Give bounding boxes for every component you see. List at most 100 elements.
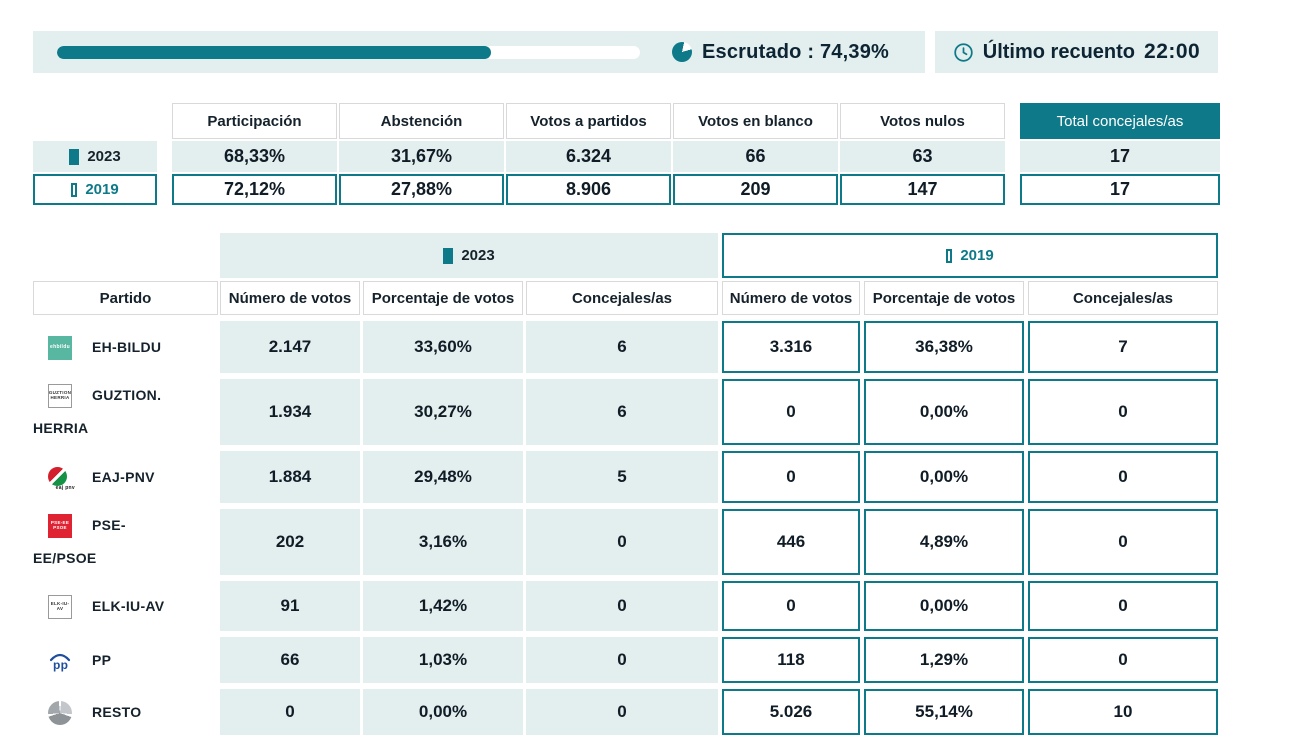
summary-2019-abstencion: 27,88% [339, 174, 504, 205]
party-cell: RESTO [33, 689, 218, 735]
votes-2019: 0 [722, 379, 860, 445]
seats-2019: 10 [1028, 689, 1218, 735]
seats-2019: 0 [1028, 581, 1218, 631]
pct-2019: 0,00% [864, 451, 1024, 503]
elk-iu-av-logo: ELK-IU-AV [48, 594, 72, 619]
pct-2023: 0,00% [363, 689, 523, 735]
votes-2023: 1.884 [220, 451, 360, 503]
summary-2019-participacion: 72,12% [172, 174, 337, 205]
group-header-2023[interactable]: 2023 [220, 233, 718, 278]
summary-2019-total-concejales: 17 [1020, 174, 1220, 205]
party-cell: ELK-IU-AV ELK-IU-AV [33, 581, 218, 631]
pct-2023: 1,42% [363, 581, 523, 631]
seats-2019: 0 [1028, 509, 1218, 575]
votes-2023: 2.147 [220, 321, 360, 373]
votes-2019: 446 [722, 509, 860, 575]
summary-2023-votos-nulos: 63 [840, 141, 1005, 172]
votes-2019: 0 [722, 451, 860, 503]
party-row-eaj-pnv: eaj pnv EAJ-PNV 1.884 29,48% 5 0 0,00% 0 [33, 451, 1218, 503]
col-header-2019-porcentaje-votos: Porcentaje de votos [864, 281, 1024, 315]
votes-2023: 91 [220, 581, 360, 631]
pct-2019: 4,89% [864, 509, 1024, 575]
seats-2019: 7 [1028, 321, 1218, 373]
summary-2019-votos-a-partidos: 8.906 [506, 174, 671, 205]
party-row-pp: pp PP 66 1,03% 0 118 1,29% 0 [33, 637, 1218, 683]
votes-2023: 1.934 [220, 379, 360, 445]
group-2019-label: 2019 [960, 247, 994, 264]
seats-2023: 6 [526, 321, 718, 373]
recuento-time: 22:00 [1144, 40, 1201, 63]
escrutado-text: Escrutado : 74,39% [702, 40, 890, 63]
summary-2023-votos-en-blanco: 66 [673, 141, 838, 172]
summary-header-spacer [33, 103, 172, 139]
year-2019-label: 2019 [85, 181, 119, 198]
pct-2023: 30,27% [363, 379, 523, 445]
summary-2019-votos-nulos: 147 [840, 174, 1005, 205]
party-name: PP [92, 651, 112, 668]
pct-2023: 33,60% [363, 321, 523, 373]
summary-2019-votos-en-blanco: 209 [673, 174, 838, 205]
party-name: GUZTION. HERRIA [33, 387, 162, 436]
clock-icon [954, 42, 973, 62]
pct-2019: 0,00% [864, 379, 1024, 445]
party-cell: ehbildu EH-BILDU [33, 321, 218, 373]
votes-2019: 5.026 [722, 689, 860, 735]
votes-2019: 0 [722, 581, 860, 631]
col-header-2019-numero-votos: Número de votos [722, 281, 860, 315]
party-cell: GUZTION HERRIA GUZTION. HERRIA [33, 379, 218, 445]
col-header-votos-a-partidos: Votos a partidos [506, 103, 671, 139]
seats-2023: 0 [526, 509, 718, 575]
summary-2023-abstencion: 31,67% [339, 141, 504, 172]
ultimo-recuento-panel: Último recuento 22:00 [935, 31, 1218, 73]
guztion-herria-logo: GUZTION HERRIA [48, 384, 72, 409]
group-header-2019[interactable]: 2019 [722, 233, 1218, 278]
party-row-guztion-herria: GUZTION HERRIA GUZTION. HERRIA 1.934 30,2… [33, 379, 1218, 445]
group-2023-label: 2023 [461, 247, 495, 264]
seats-2023: 0 [526, 581, 718, 631]
seats-2019: 0 [1028, 379, 1218, 445]
pp-logo: pp [48, 648, 72, 673]
group-header-spacer [33, 233, 220, 278]
seats-2023: 5 [526, 451, 718, 503]
party-name: PSE-EE/PSOE [33, 517, 126, 566]
col-header-votos-nulos: Votos nulos [840, 103, 1005, 139]
col-header-total-concejales: Total concejales/as [1020, 103, 1220, 139]
party-cell: pp PP [33, 637, 218, 683]
year-chip-2019[interactable]: 2019 [33, 174, 157, 205]
pse-ee-psoe-logo: PSE-EE PSOE [48, 514, 72, 539]
pct-2023: 1,03% [363, 637, 523, 683]
summary-2023-participacion: 68,33% [172, 141, 337, 172]
pct-2019: 1,29% [864, 637, 1024, 683]
pie-chart-icon [672, 42, 692, 62]
recuento-label: Último recuento [982, 40, 1136, 63]
progress-bar-fill [57, 45, 491, 59]
year-2023-label: 2023 [87, 148, 121, 165]
pct-2023: 3,16% [363, 509, 523, 575]
party-row-pse-ee-psoe: PSE-EE PSOE PSE-EE/PSOE 202 3,16% 0 446 4… [33, 509, 1218, 575]
party-name: EAJ-PNV [92, 468, 155, 485]
party-name: EH-BILDU [92, 338, 162, 355]
party-row-elk-iu-av: ELK-IU-AV ELK-IU-AV 91 1,42% 0 0 0,00% 0 [33, 581, 1218, 631]
svg-text:pp: pp [53, 658, 68, 672]
col-header-participacion: Participación [172, 103, 337, 139]
party-cell: PSE-EE PSOE PSE-EE/PSOE [33, 509, 218, 575]
votes-2019: 3.316 [722, 321, 860, 373]
pct-2023: 29,48% [363, 451, 523, 503]
party-row-eh-bildu: ehbildu EH-BILDU 2.147 33,60% 6 3.316 36,… [33, 321, 1218, 373]
seats-2019: 0 [1028, 451, 1218, 503]
eh-bildu-logo: ehbildu [48, 335, 72, 360]
year-chip-2023[interactable]: 2023 [33, 141, 157, 172]
year-2023-marker-icon [69, 148, 80, 165]
seats-2023: 0 [526, 689, 718, 735]
votes-2023: 202 [220, 509, 360, 575]
summary-2023-votos-a-partidos: 6.324 [506, 141, 671, 172]
votes-2023: 66 [220, 637, 360, 683]
col-header-partido: Partido [33, 281, 218, 315]
summary-2023-total-concejales: 17 [1020, 141, 1220, 172]
year-2019-marker-icon [71, 182, 78, 197]
col-header-abstencion: Abstención [339, 103, 504, 139]
party-cell: eaj pnv EAJ-PNV [33, 451, 218, 503]
pct-2019: 0,00% [864, 581, 1024, 631]
col-header-votos-en-blanco: Votos en blanco [673, 103, 838, 139]
